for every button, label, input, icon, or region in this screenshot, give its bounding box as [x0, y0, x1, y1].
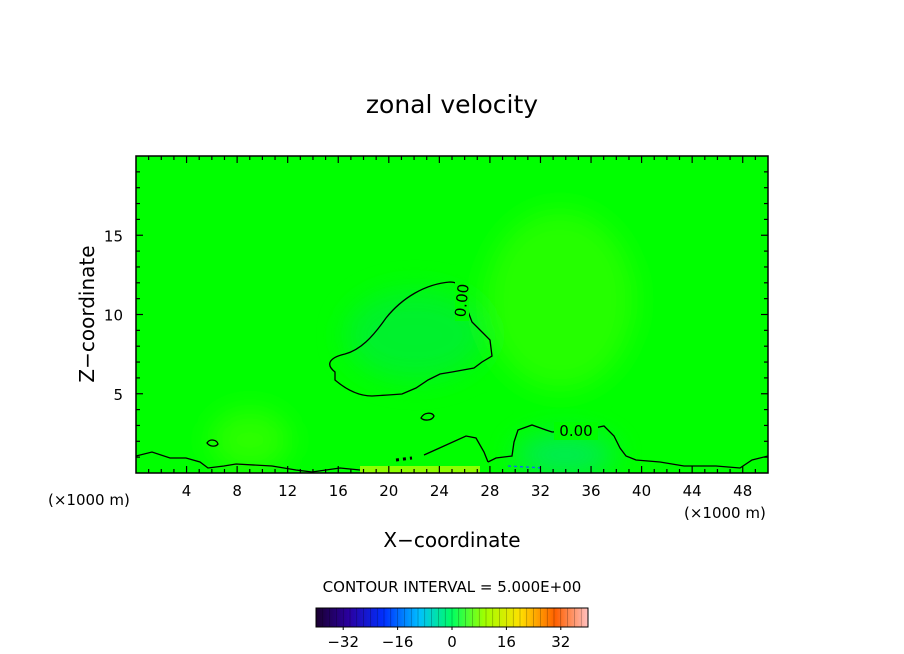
contour-lower-zero-east [487, 424, 768, 469]
positive-wind-region [485, 210, 635, 390]
y-axis: 5 10 15 [104, 171, 768, 458]
x-unit-label-left: (×1000 m) [48, 491, 130, 509]
x-unit-label-right: (×1000 m) [684, 504, 766, 522]
x-tick-label: 20 [379, 482, 398, 500]
x-tick-label: 12 [278, 482, 297, 500]
contour-lower-zero-west [136, 451, 361, 473]
negative-wind-region-surface [515, 435, 615, 473]
contour-small-loop-b [206, 439, 219, 447]
x-tick-label: 8 [232, 482, 242, 500]
y-tick-label: 15 [104, 227, 123, 245]
field-shading [210, 210, 635, 473]
y-tick-label: 5 [113, 386, 123, 404]
contour-label-lower: 0.00 [559, 422, 592, 440]
colorbar-ticks: −32 −16 0 16 32 [327, 627, 570, 651]
y-axis-title: Z−coordinate [75, 245, 99, 382]
positive-wind-region-low [210, 410, 290, 470]
x-tick-label: 36 [581, 482, 600, 500]
contour-labels: 0.00 0.00 [451, 281, 598, 440]
colorbar-stripes [322, 608, 582, 627]
contour-surface-dashed [507, 465, 545, 469]
colorbar-tick-label: −16 [382, 633, 414, 651]
x-tick-label: 24 [430, 482, 449, 500]
colorbar-tick-label: 32 [551, 633, 570, 651]
contour-lines [136, 281, 768, 473]
y-tick-label: 10 [104, 307, 123, 325]
x-axis-title: X−coordinate [383, 528, 520, 552]
x-tick-label: 32 [531, 482, 550, 500]
x-tick-label: 28 [480, 482, 499, 500]
contour-interval-text: CONTOUR INTERVAL = 5.000E+00 [323, 578, 582, 596]
colorbar-tick-label: 0 [447, 633, 457, 651]
x-tick-label: 16 [329, 482, 348, 500]
x-tick-label: 48 [733, 482, 752, 500]
negative-wind-region [345, 290, 485, 380]
plot-area [136, 156, 768, 473]
surface-strip [360, 466, 480, 473]
colorbar-tick-label: 16 [497, 633, 516, 651]
x-tick-label: 40 [632, 482, 651, 500]
chart-title: zonal velocity [366, 90, 538, 119]
colorbar: −32 −16 0 16 32 [315, 607, 589, 651]
colorbar-tick-label: −32 [327, 633, 359, 651]
x-tick-label: 4 [182, 482, 192, 500]
contour-dashed-segment [395, 456, 413, 462]
contour-label-upper: 0.00 [451, 283, 472, 318]
x-axis: 4 8 12 16 20 24 28 32 36 40 44 48 [148, 156, 756, 500]
contour-upper-zero [329, 281, 493, 397]
contour-small-loop-a [420, 412, 435, 421]
contour-lower-zero-middle [423, 435, 489, 463]
x-tick-label: 44 [683, 482, 702, 500]
